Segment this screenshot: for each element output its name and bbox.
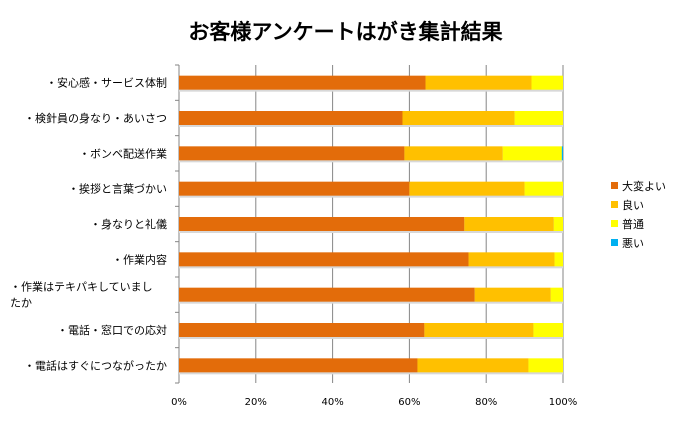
bar-segment — [425, 75, 532, 90]
bar-segment — [514, 111, 563, 125]
legend-swatch — [611, 239, 618, 246]
bar-segment — [474, 287, 551, 302]
x-tick-label: 0% — [171, 397, 187, 408]
bar-segment — [528, 358, 563, 373]
legend-swatch — [611, 201, 618, 208]
bar-segment — [179, 287, 475, 302]
category-label: ・安心感・サービス体制 — [46, 76, 167, 90]
bar-segment — [179, 111, 403, 125]
category-label: ・身なりと礼儀 — [90, 217, 167, 231]
bar-segment — [502, 146, 562, 161]
x-tick-label: 40% — [321, 397, 343, 408]
bar-segment — [402, 111, 515, 125]
x-tick-label: 80% — [475, 397, 497, 408]
bar-segment — [561, 146, 563, 161]
category-label: ・電話・窓口での応対 — [57, 323, 167, 337]
bar-segment — [531, 75, 563, 90]
category-label: ・電話はすぐにつながったか — [24, 358, 167, 372]
bar-segment — [424, 323, 534, 337]
bar-segment — [464, 217, 554, 231]
legend-label: 悪い — [622, 237, 644, 250]
bar-segment — [179, 252, 469, 267]
legend-label: 良い — [622, 198, 644, 212]
bar-segment — [404, 146, 503, 161]
bar-segment — [553, 217, 563, 231]
legend-label: 大変よい — [622, 179, 666, 193]
bar-segment — [524, 181, 563, 196]
legend-label: 普通 — [622, 217, 644, 231]
bar-segment — [409, 181, 525, 196]
category-label: ・ボンベ配送作業 — [79, 146, 167, 160]
bar-segment — [550, 287, 563, 302]
legend-swatch — [611, 182, 618, 189]
bar-segment — [468, 252, 555, 267]
bar-segment — [554, 252, 563, 267]
bar-segment — [179, 323, 425, 337]
category-label: ・作業はテキパキしていましたか — [10, 281, 153, 310]
bar-segment — [179, 75, 426, 90]
bar-segment — [179, 217, 465, 231]
category-label: ・挨拶と言葉づかい — [68, 182, 167, 196]
category-label: ・検針員の身なり・あいさつ — [24, 111, 167, 125]
legend-swatch — [611, 220, 618, 227]
chart-title: お客様アンケートはがき集計結果 — [188, 20, 503, 44]
x-tick-label: 20% — [245, 397, 267, 408]
bar-segment — [179, 181, 410, 196]
bar-segment — [179, 146, 405, 161]
bar-segment — [533, 323, 563, 337]
x-tick-label: 100% — [549, 397, 578, 408]
bar-segment — [179, 358, 418, 373]
bar-segment — [417, 358, 529, 373]
category-label: ・作業内容 — [112, 252, 167, 266]
x-tick-label: 60% — [398, 397, 420, 408]
